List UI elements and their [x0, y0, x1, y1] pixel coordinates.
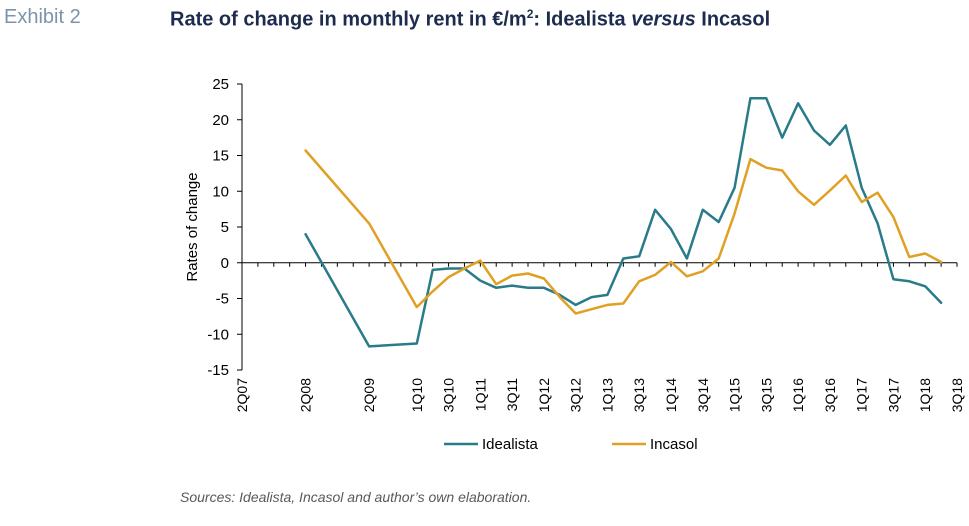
- x-tick-label: 1Q18: [917, 378, 933, 412]
- x-tick-label: 2Q09: [361, 378, 377, 412]
- x-tick-label: 1Q14: [663, 378, 679, 412]
- x-tick-label: 1Q12: [536, 378, 552, 412]
- y-tick-label: -15: [207, 362, 229, 379]
- x-tick-label: 1Q15: [727, 378, 743, 412]
- y-axis-title: Rates of change: [184, 172, 201, 281]
- y-tick-label: -5: [216, 291, 229, 308]
- x-tick-label: 3Q15: [758, 378, 774, 412]
- title-text-mid: : Idealista: [533, 8, 632, 31]
- y-tick-label: 0: [221, 255, 229, 272]
- x-tick-label: 1Q16: [790, 378, 806, 412]
- sources-note: Sources: Idealista, Incasol and author’s…: [180, 489, 532, 505]
- title-text-post: Incasol: [695, 8, 771, 31]
- x-tick-label: 3Q10: [441, 378, 457, 412]
- title-superscript: 2: [526, 7, 534, 21]
- title-text-pre: Rate of change in monthly rent in €/m: [170, 8, 527, 31]
- x-tick-label: 3Q12: [568, 378, 584, 412]
- x-tick-label: 3Q14: [695, 378, 711, 412]
- x-tick-label: 2Q07: [234, 378, 250, 412]
- legend: Idealista Incasol: [444, 436, 698, 453]
- x-tick-label: 1Q13: [599, 378, 615, 412]
- y-tick-label: 10: [212, 183, 229, 200]
- x-tick-label: 1Q11: [472, 378, 488, 411]
- chart-title: Rate of change in monthly rent in €/m2: …: [170, 7, 770, 32]
- y-axis: -15 -10 -5 0 5 10 15 20 25 Rates of change: [184, 76, 243, 379]
- exhibit-label: Exhibit 2: [4, 6, 81, 28]
- x-tick-label: 3Q16: [822, 378, 838, 412]
- x-tick-label: 1Q17: [854, 378, 870, 412]
- x-tick-label: 1Q10: [409, 378, 425, 412]
- y-tick-label: 25: [212, 76, 229, 93]
- series-line-incasol: [304, 149, 943, 315]
- y-tick-label: 20: [212, 112, 229, 129]
- legend-label-incasol: Incasol: [650, 436, 698, 453]
- title-text-em: versus: [631, 8, 696, 31]
- x-tick-label: 3Q17: [885, 378, 901, 412]
- series-line-idealista: [304, 97, 943, 348]
- x-tick-label: 3Q18: [949, 378, 965, 412]
- x-tick-label: 2Q08: [298, 378, 314, 412]
- y-tick-label: 5: [221, 219, 229, 236]
- x-axis: 2Q07 2Q08 2Q09 1Q10 3Q10 1Q11 3Q11 1Q12 3Q12 1Q13…: [234, 262, 965, 412]
- x-tick-label: 3Q13: [631, 378, 647, 412]
- x-tick-label: 3Q11: [504, 378, 520, 411]
- y-tick-label: -10: [207, 326, 229, 343]
- series-layer: [304, 97, 943, 348]
- legend-label-idealista: Idealista: [482, 436, 539, 453]
- y-tick-label: 15: [212, 148, 229, 165]
